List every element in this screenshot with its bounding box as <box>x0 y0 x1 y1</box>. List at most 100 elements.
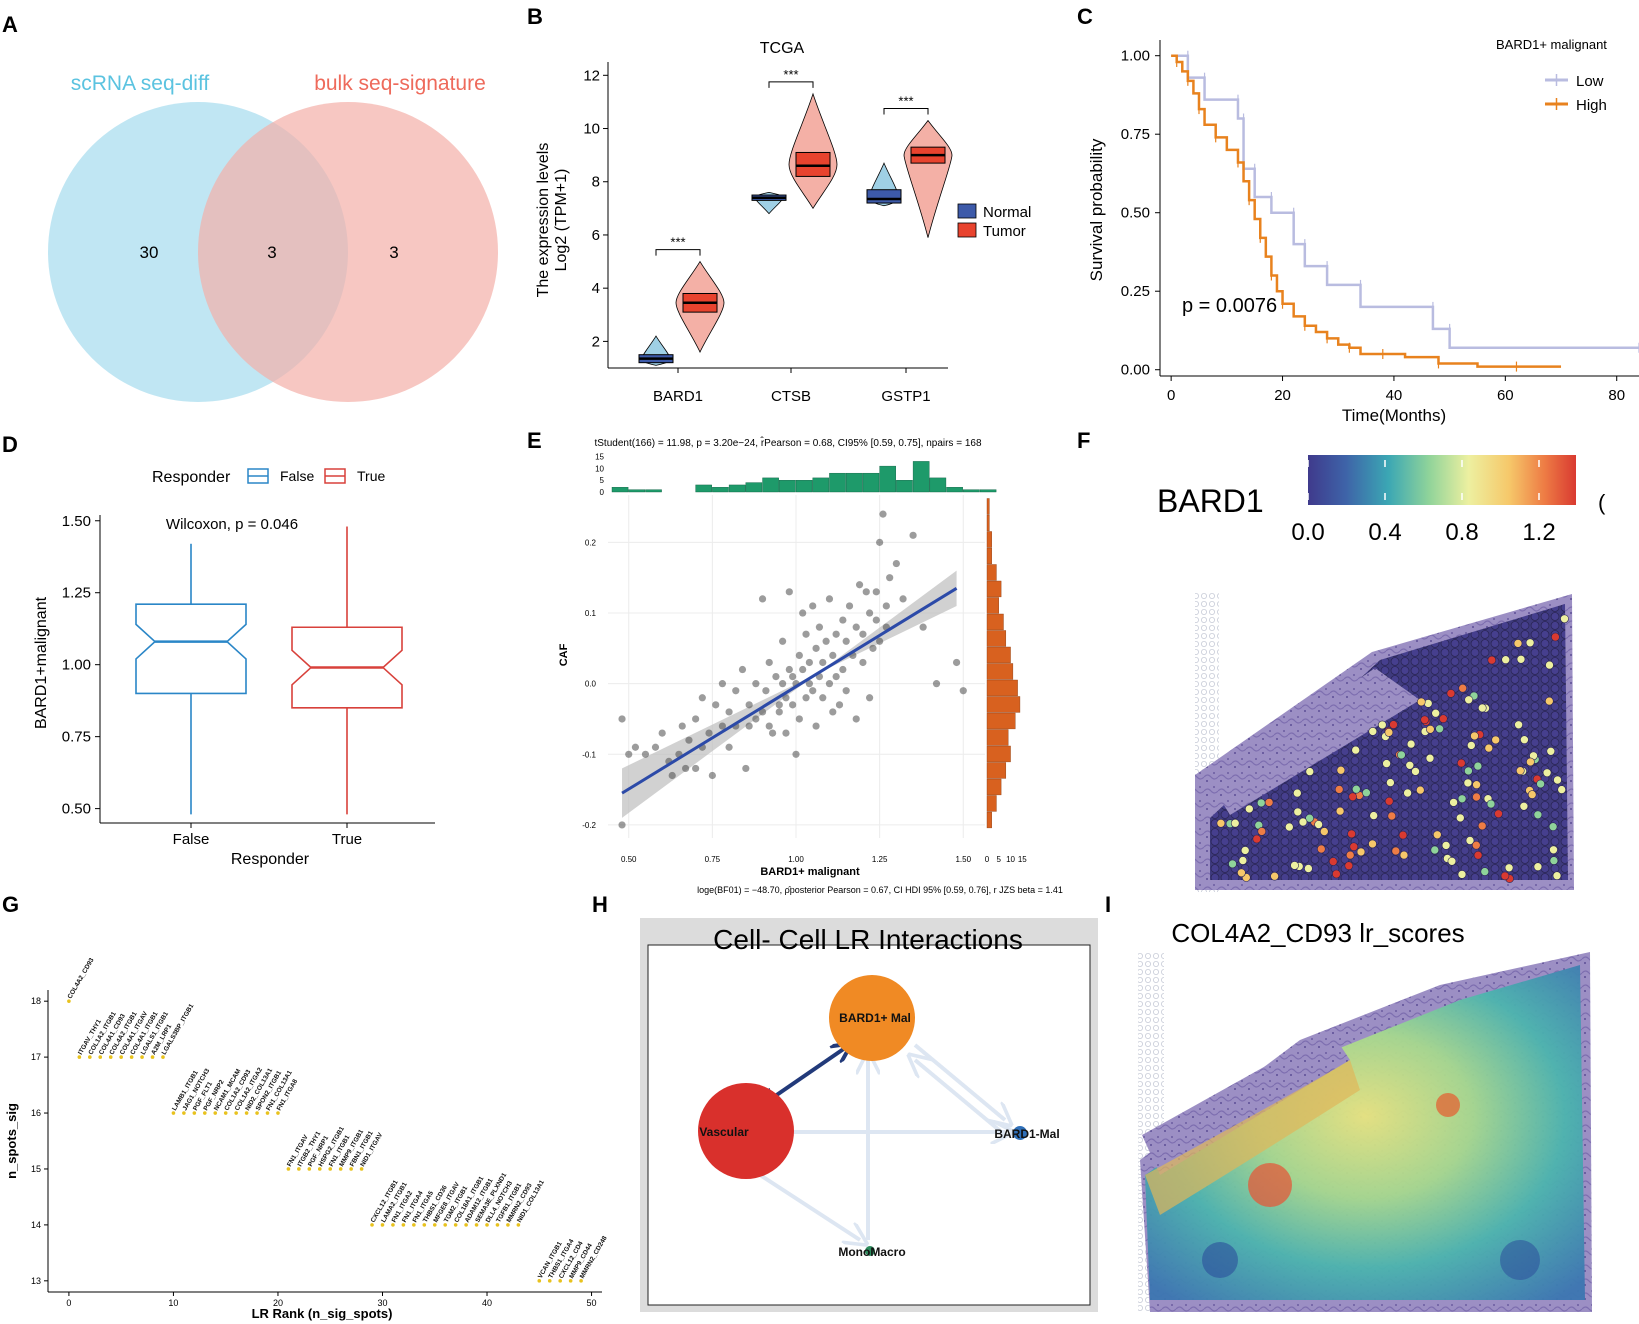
lr-point-4-7 <box>443 1223 448 1227</box>
scatter-point-101 <box>919 623 927 631</box>
hist-top-tick-label-2: 5 <box>600 476 605 485</box>
hist-right-tick-label-3: 15 <box>1018 855 1027 864</box>
hist-right-bar-14 <box>986 580 1002 598</box>
colorbar-tick-2: 0.8 <box>1445 519 1478 546</box>
expression-spot-96 <box>1467 741 1476 750</box>
scatter-point-29 <box>745 701 753 709</box>
scatter-point-58 <box>805 658 813 667</box>
hist-top-bar-12 <box>812 477 830 493</box>
chart-e-xtick-label-0: 0.50 <box>621 855 637 864</box>
legend-high-label: High <box>1576 97 1607 114</box>
expression-spot-16 <box>1238 856 1248 865</box>
scatter-point-62 <box>812 722 820 730</box>
expression-spot-108 <box>1405 760 1415 770</box>
hist-top-bar-21 <box>963 489 980 493</box>
lr-point-5-4 <box>579 1279 583 1283</box>
scatter-point-71 <box>829 651 837 660</box>
hist-top-bar-5 <box>695 484 712 493</box>
violin-tumor-1 <box>788 92 838 210</box>
chart-e-xlabel: BARD1+ malignant <box>760 866 860 878</box>
chart-e-stats-bottom: loge(BF01) = −48.70, ρ̂posterior Pearson… <box>697 885 1063 895</box>
node-vascular[interactable] <box>698 1083 794 1179</box>
scatter-point-69 <box>825 595 834 603</box>
expression-spot-228 <box>1457 870 1467 879</box>
expression-spot-68 <box>1433 830 1442 840</box>
hist-top-bar-16 <box>879 465 896 493</box>
scatter-point-93 <box>876 637 884 645</box>
panel-label-e: E <box>527 428 542 453</box>
survival-line-high <box>1171 54 1562 368</box>
scatter-point-66 <box>819 658 827 667</box>
lr-point-3-6 <box>349 1167 353 1171</box>
venn-both-count: 3 <box>267 243 276 262</box>
expression-spot-225 <box>1334 785 1344 794</box>
legend-normal-swatch <box>957 203 977 219</box>
hist-right-bar-12 <box>986 613 1004 631</box>
chart-d-ylabel: BARD1+malignant <box>33 596 50 729</box>
scatter-point-37 <box>768 729 777 737</box>
scatter-point-13 <box>692 715 700 723</box>
hist-top-bar-17 <box>896 480 913 493</box>
chart-g-xtick-label-4: 40 <box>482 1298 492 1308</box>
expression-spot-216 <box>1417 697 1426 707</box>
chart-b-xtick-label-2: GSTP1 <box>881 388 930 405</box>
expression-spot-106 <box>1256 798 1266 808</box>
interaction-network: Cell- Cell LR Interactions BARD1+ Mal Va… <box>640 918 1098 1312</box>
hist-top-bar-15 <box>862 472 880 493</box>
lr-point-4-12 <box>495 1223 500 1227</box>
expression-spot-7 <box>1406 739 1416 749</box>
expression-spot-98 <box>1344 861 1354 871</box>
expression-spot-61 <box>1399 850 1409 860</box>
scatter-point-72 <box>832 630 840 638</box>
expression-spot-101 <box>1464 766 1473 776</box>
scatter-point-45 <box>785 665 793 674</box>
node-bard1-neg-mal[interactable] <box>1013 1126 1027 1140</box>
expression-spot-187 <box>1457 794 1467 804</box>
panel-label-d: D <box>2 432 18 457</box>
panel-label-h: H <box>592 892 608 917</box>
expression-spot-72 <box>1519 801 1529 811</box>
node-monomacro[interactable] <box>865 1246 875 1256</box>
chart-g-ytick-label-0: 13 <box>31 1276 41 1286</box>
chart-d-ytick-label-0: 0.50 <box>62 801 91 818</box>
expression-spot-194 <box>1446 689 1456 698</box>
expression-spot-33 <box>1304 864 1313 873</box>
lr-point-5-2 <box>558 1279 562 1283</box>
lr-point-3-4 <box>328 1167 333 1171</box>
expression-spot-250 <box>1551 632 1560 642</box>
regression-line <box>621 587 958 795</box>
chart-g-ytick-label-2: 15 <box>31 1164 41 1174</box>
scatter-point-51 <box>795 651 803 660</box>
scatter-point-2 <box>625 750 633 758</box>
expression-spot-105 <box>1458 683 1467 693</box>
node-bard1-pos-mal[interactable] <box>829 975 915 1061</box>
chart-e-ylabel: CAF <box>558 643 570 666</box>
expression-spot-93 <box>1465 836 1475 845</box>
expression-spot-39 <box>1264 798 1274 807</box>
expression-spot-159 <box>1464 695 1473 705</box>
lr-point-2-7 <box>244 1111 249 1115</box>
chart-c-xtick-label-4: 80 <box>1608 387 1625 404</box>
hist-right-bar-5 <box>986 729 1009 746</box>
scatter-point-20 <box>718 722 727 730</box>
expression-spot-204 <box>1472 792 1481 802</box>
lr-point-4-2 <box>391 1223 395 1227</box>
expression-spot-201 <box>1457 758 1466 768</box>
scatter-point-33 <box>758 595 767 603</box>
legend-tumor-swatch <box>957 222 977 238</box>
expression-spot-0 <box>1382 759 1391 768</box>
scatter-point-27 <box>742 764 750 773</box>
chart-c-ytick-label-3: 0.75 <box>1121 126 1150 143</box>
scatter-point-15 <box>698 694 706 702</box>
chart-b-ytick-label-0: 2 <box>592 333 600 350</box>
scatter-point-73 <box>832 672 840 681</box>
lr-point-4-8 <box>453 1223 458 1227</box>
hist-right-bar-13 <box>986 597 999 614</box>
hist-top-tick-label-0: 15 <box>595 453 604 462</box>
expression-spot-230 <box>1552 871 1562 881</box>
scatter-point-56 <box>802 630 810 638</box>
scatter-point-61 <box>812 644 820 652</box>
survival-line-low <box>1171 54 1639 349</box>
expression-spot-70 <box>1439 714 1448 724</box>
lr-point-4-6 <box>432 1223 437 1227</box>
